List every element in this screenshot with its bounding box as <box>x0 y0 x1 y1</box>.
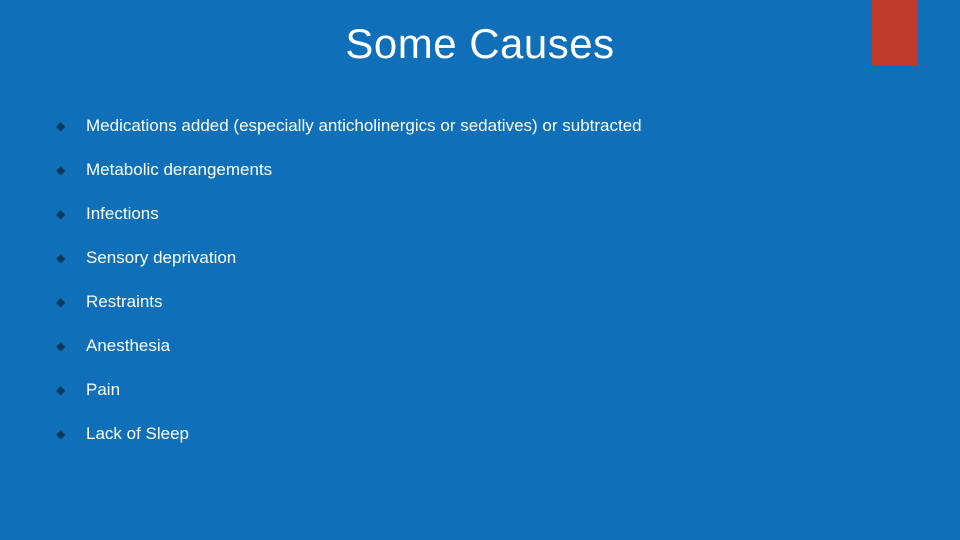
diamond-bullet-icon: ◆ <box>56 253 66 263</box>
list-item: ◆ Lack of Sleep <box>56 424 904 444</box>
list-item: ◆ Pain <box>56 380 904 400</box>
diamond-bullet-icon: ◆ <box>56 429 66 439</box>
bullet-text: Metabolic derangements <box>86 160 272 180</box>
diamond-bullet-icon: ◆ <box>56 165 66 175</box>
list-item: ◆ Medications added (especially antichol… <box>56 116 904 136</box>
diamond-bullet-icon: ◆ <box>56 297 66 307</box>
list-item: ◆ Sensory deprivation <box>56 248 904 268</box>
bullet-text: Pain <box>86 380 120 400</box>
list-item: ◆ Metabolic derangements <box>56 160 904 180</box>
bullet-list: ◆ Medications added (especially antichol… <box>56 116 904 468</box>
diamond-bullet-icon: ◆ <box>56 209 66 219</box>
diamond-bullet-icon: ◆ <box>56 385 66 395</box>
diamond-bullet-icon: ◆ <box>56 121 66 131</box>
list-item: ◆ Restraints <box>56 292 904 312</box>
diamond-bullet-icon: ◆ <box>56 341 66 351</box>
bullet-text: Restraints <box>86 292 163 312</box>
bullet-text: Infections <box>86 204 159 224</box>
bullet-text: Sensory deprivation <box>86 248 236 268</box>
list-item: ◆ Infections <box>56 204 904 224</box>
bullet-text: Lack of Sleep <box>86 424 189 444</box>
slide-title: Some Causes <box>0 20 960 68</box>
list-item: ◆ Anesthesia <box>56 336 904 356</box>
bullet-text: Anesthesia <box>86 336 170 356</box>
bullet-text: Medications added (especially anticholin… <box>86 116 642 136</box>
